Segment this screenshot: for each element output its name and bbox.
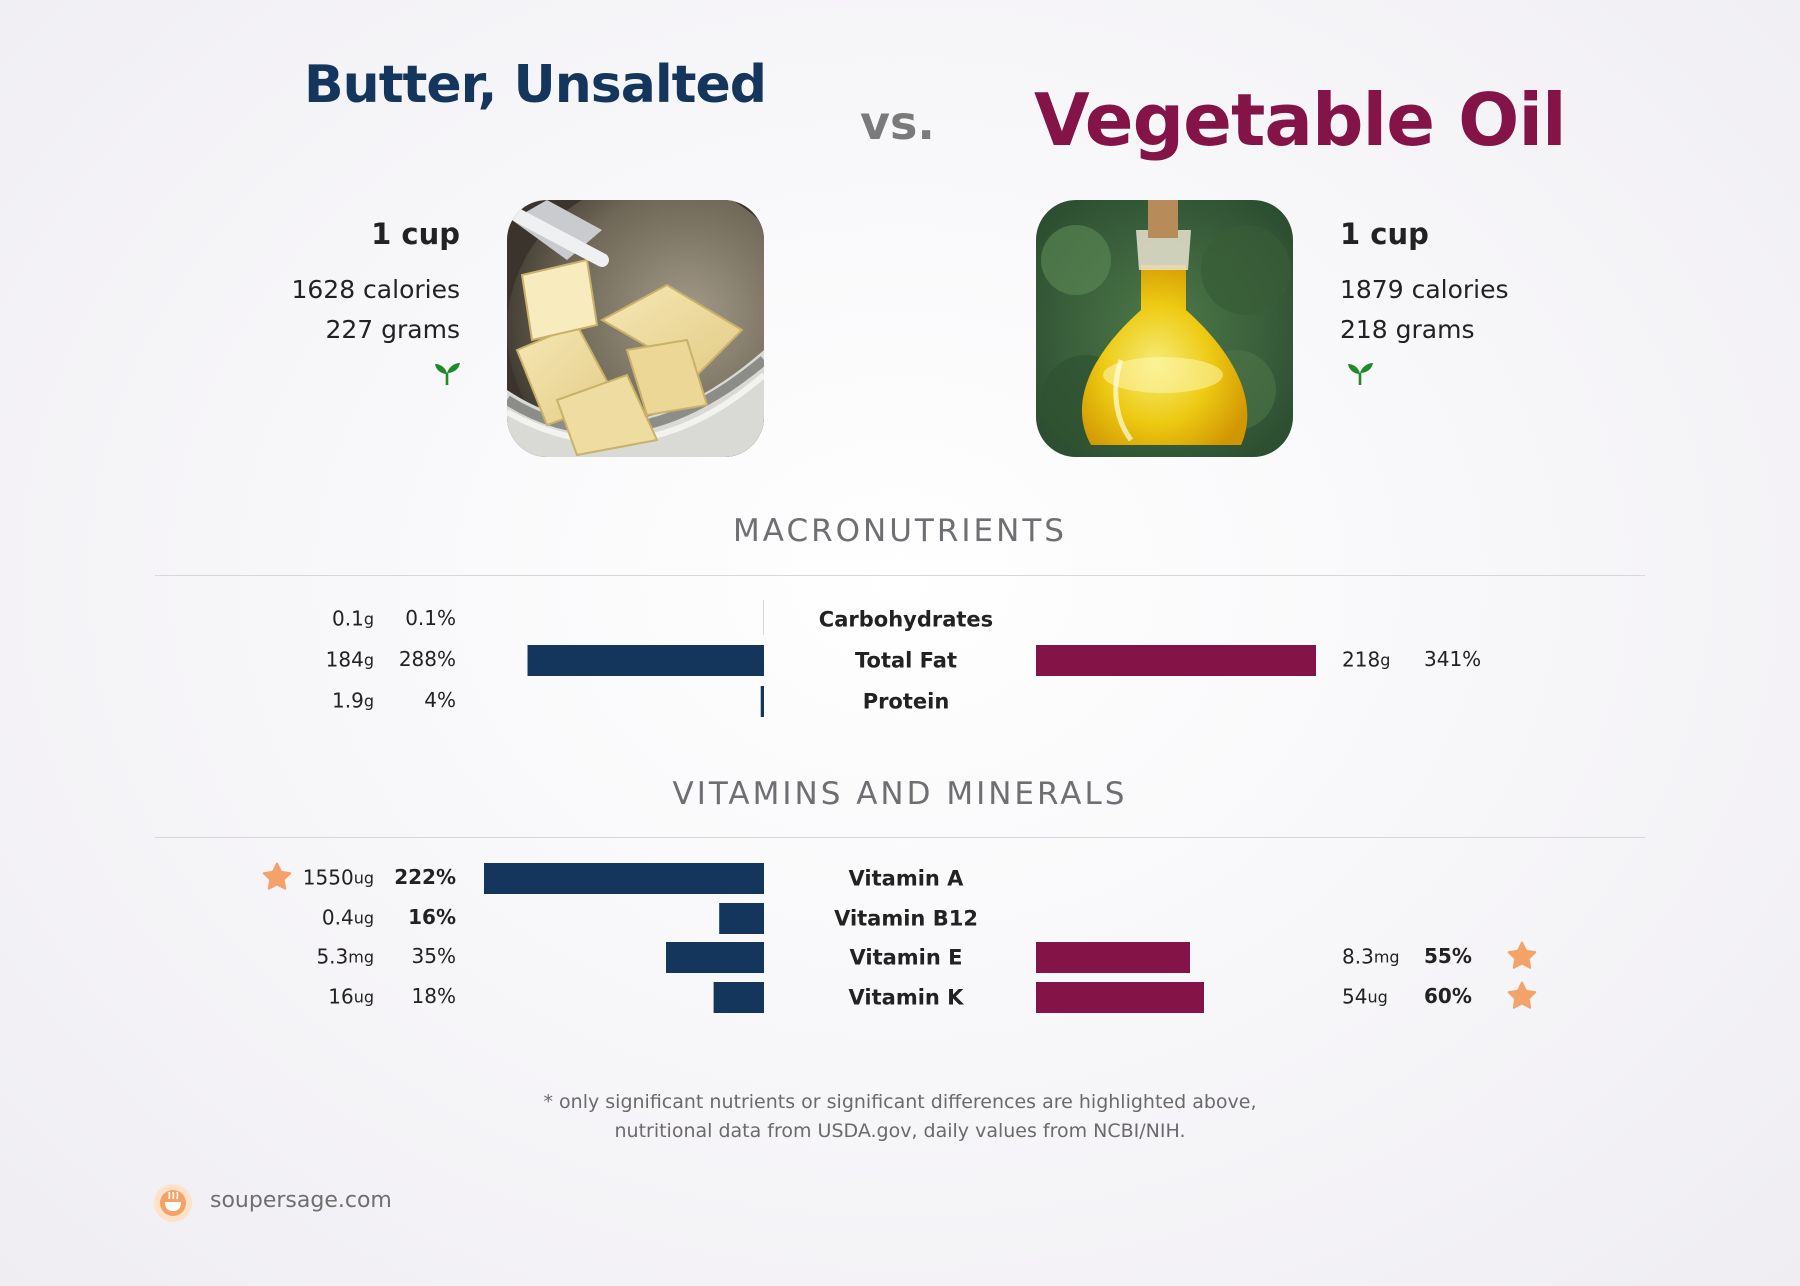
amount-value: 16 — [328, 984, 353, 1008]
nutrient-label: Protein — [863, 690, 950, 714]
sprout-icon — [1348, 363, 1373, 385]
left-amount: 184g — [326, 647, 374, 671]
footnote-line-2: nutritional data from USDA.gov, daily va… — [614, 1120, 1186, 1142]
macronutrients-divider — [155, 575, 1645, 576]
left-percent: 288% — [399, 647, 456, 671]
oil-bottle-photo — [1036, 200, 1293, 457]
left-calories: 1628 calories — [291, 275, 460, 304]
amount-unit: ug — [1367, 987, 1387, 1006]
right-amount: 8.3mg — [1342, 944, 1400, 968]
amount-unit: mg — [1374, 947, 1400, 966]
right-serving: 1 cup — [1340, 217, 1429, 251]
vs-label: vs. — [860, 96, 935, 150]
right-bar — [1036, 645, 1316, 676]
nutrient-label: Vitamin A — [849, 867, 965, 891]
sprout-icon — [435, 363, 460, 385]
star-icon — [262, 862, 292, 890]
macronutrients-title: MACRONUTRIENTS — [733, 513, 1067, 549]
left-amount: 1550ug — [303, 865, 374, 889]
amount-value: 5.3 — [316, 944, 348, 968]
right-grams: 218 grams — [1340, 315, 1475, 344]
right-amount: 54ug — [1342, 984, 1388, 1008]
amount-unit: ug — [354, 908, 374, 927]
right-bar — [1036, 942, 1190, 973]
amount-value: 218 — [1342, 647, 1380, 671]
amount-unit: mg — [348, 947, 374, 966]
amount-unit: ug — [354, 868, 374, 887]
left-percent: 0.1% — [405, 606, 456, 630]
right-percent: 60% — [1424, 984, 1472, 1008]
vitamins-divider — [155, 837, 1645, 838]
right-bar — [1036, 982, 1204, 1013]
amount-value: 8.3 — [1342, 944, 1374, 968]
star-icon — [1507, 981, 1537, 1009]
nutrient-label: Carbohydrates — [819, 608, 993, 632]
left-percent: 222% — [394, 865, 456, 889]
left-percent: 18% — [412, 984, 456, 1008]
right-food-title: Vegetable Oil — [1034, 78, 1567, 162]
left-amount: 0.1g — [332, 606, 374, 630]
amount-unit: g — [364, 609, 374, 628]
left-amount: 1.9g — [332, 688, 374, 712]
left-percent: 4% — [424, 688, 456, 712]
amount-value: 0.4 — [322, 905, 354, 929]
right-percent: 55% — [1424, 944, 1472, 968]
right-amount: 218g — [1342, 647, 1390, 671]
amount-value: 1.9 — [332, 688, 364, 712]
left-bar — [484, 863, 764, 894]
amount-unit: g — [364, 691, 374, 710]
left-amount: 0.4ug — [322, 905, 374, 929]
left-bar — [760, 686, 764, 717]
nutrient-label: Vitamin E — [850, 946, 963, 970]
brand-name: soupersage.com — [210, 1188, 392, 1213]
left-bar — [713, 982, 764, 1013]
nutrient-label: Total Fat — [855, 649, 957, 673]
amount-unit: g — [364, 650, 374, 669]
left-percent: 16% — [408, 905, 456, 929]
left-bar — [719, 903, 764, 934]
amount-value: 0.1 — [332, 606, 364, 630]
nutrient-label: Vitamin K — [849, 986, 965, 1010]
left-percent: 35% — [412, 944, 456, 968]
vitamins-title: VITAMINS AND MINERALS — [672, 776, 1128, 812]
amount-value: 1550 — [303, 865, 354, 889]
left-bar — [666, 942, 764, 973]
soupersage-logo-icon — [154, 1184, 192, 1222]
right-percent: 341% — [1424, 647, 1481, 671]
amount-value: 54 — [1342, 984, 1367, 1008]
left-serving: 1 cup — [371, 217, 460, 251]
nutrient-label: Vitamin B12 — [834, 907, 978, 931]
left-bar — [763, 600, 764, 635]
left-amount: 5.3mg — [316, 944, 374, 968]
amount-unit: g — [1380, 650, 1390, 669]
star-icon — [1507, 941, 1537, 969]
left-grams: 227 grams — [325, 315, 460, 344]
amount-value: 184 — [326, 647, 364, 671]
amount-unit: ug — [354, 987, 374, 1006]
footnote-line-1: * only significant nutrients or signific… — [543, 1091, 1257, 1113]
left-bar — [527, 645, 764, 676]
butter-photo — [507, 200, 764, 457]
left-food-title: Butter, Unsalted — [304, 55, 767, 115]
left-amount: 16ug — [328, 984, 374, 1008]
right-calories: 1879 calories — [1340, 275, 1509, 304]
